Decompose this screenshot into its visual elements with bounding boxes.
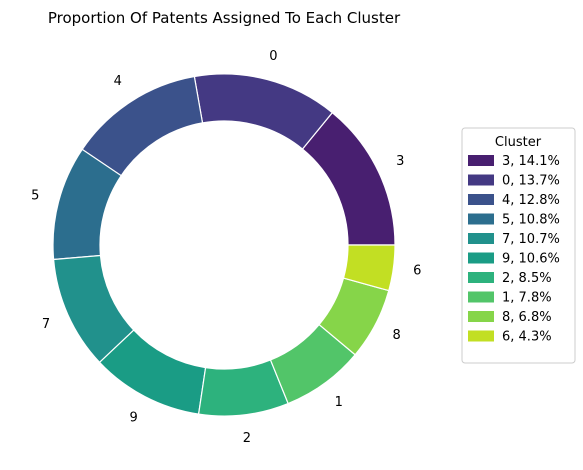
slice-label-5: 5	[31, 188, 39, 203]
slice-0	[194, 74, 332, 149]
legend-label-1: 1, 7.8%	[502, 291, 552, 306]
slice-label-0: 0	[269, 49, 277, 64]
legend-label-6: 6, 4.3%	[502, 330, 552, 345]
legend-title: Cluster	[495, 135, 542, 150]
legend-swatch-3	[468, 155, 494, 166]
legend-swatch-5	[468, 214, 494, 225]
chart-title: Proportion Of Patents Assigned To Each C…	[48, 9, 401, 27]
legend-label-4: 4, 12.8%	[502, 193, 560, 208]
legend-label-5: 5, 10.8%	[502, 213, 560, 228]
legend: Cluster 3, 14.1% 0, 13.7% 4, 12.8% 5, 10.8%…	[462, 128, 575, 363]
donut-slices	[53, 74, 395, 416]
legend-swatch-2	[468, 272, 494, 283]
slice-label-3: 3	[396, 154, 404, 169]
slice-label-4: 4	[114, 74, 122, 89]
legend-label-8: 8, 6.8%	[502, 310, 552, 325]
legend-swatch-1	[468, 292, 494, 303]
slice-label-9: 9	[130, 410, 138, 425]
legend-label-9: 9, 10.6%	[502, 252, 560, 267]
legend-swatch-8	[468, 311, 494, 322]
legend-label-0: 0, 13.7%	[502, 174, 560, 189]
legend-swatch-9	[468, 253, 494, 264]
slice-label-8: 8	[393, 328, 401, 343]
legend-label-3: 3, 14.1%	[502, 154, 560, 169]
legend-label-7: 7, 10.7%	[502, 232, 560, 247]
slice-label-7: 7	[42, 317, 50, 332]
slice-4	[82, 77, 202, 176]
legend-swatch-0	[468, 175, 494, 186]
legend-swatch-6	[468, 331, 494, 342]
slice-label-1: 1	[335, 395, 343, 410]
slice-label-6: 6	[413, 264, 421, 279]
slice-label-2: 2	[243, 431, 251, 446]
legend-swatch-7	[468, 233, 494, 244]
legend-label-2: 2, 8.5%	[502, 271, 552, 286]
legend-swatch-4	[468, 194, 494, 205]
